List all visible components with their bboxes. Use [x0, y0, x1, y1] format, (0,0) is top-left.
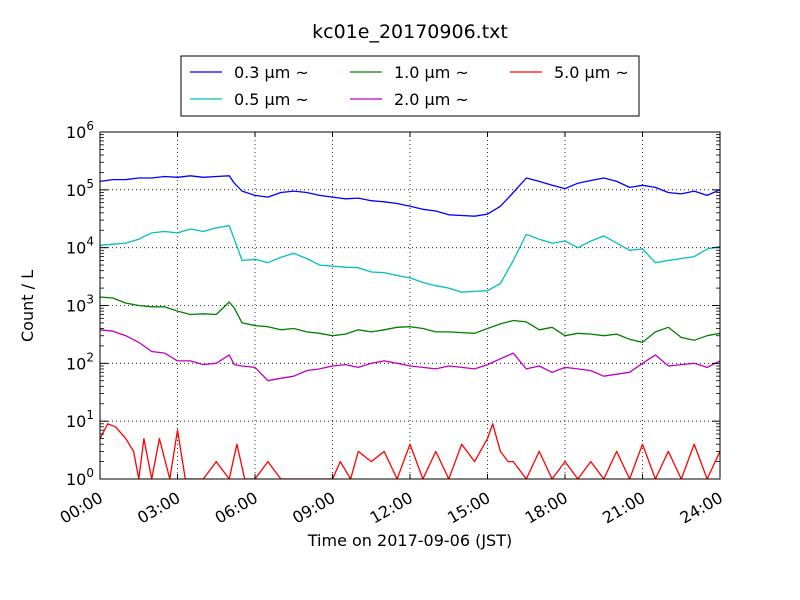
y-tick-label: 105 — [66, 177, 94, 200]
y-tick-base: 10 — [66, 297, 86, 316]
y-tick-exponent: 2 — [86, 350, 94, 364]
series-line-3 — [100, 329, 720, 382]
y-tick-label: 100 — [66, 466, 94, 489]
y-tick-label: 102 — [66, 350, 94, 373]
y-tick-exponent: 3 — [86, 293, 94, 307]
y-axis-label: Count / L — [18, 270, 37, 342]
legend-label: 1.0 μm ~ — [394, 63, 469, 82]
y-tick-base: 10 — [66, 239, 86, 258]
y-tick-base: 10 — [66, 412, 86, 431]
y-tick-exponent: 0 — [86, 466, 94, 480]
series-line-4 — [100, 423, 720, 479]
axis-ticks — [99, 131, 721, 480]
series-layer — [100, 175, 720, 479]
y-tick-exponent: 4 — [86, 235, 94, 249]
x-axis-label: Time on 2017-09-06 (JST) — [307, 531, 512, 550]
legend-label: 2.0 μm ~ — [394, 90, 469, 109]
series-line-1 — [100, 225, 720, 293]
y-tick-base: 10 — [66, 470, 86, 489]
legend-label: 0.5 μm ~ — [234, 90, 309, 109]
series-line-0 — [100, 175, 720, 217]
plot-area — [99, 131, 721, 480]
y-tick-label: 104 — [66, 235, 94, 258]
y-tick-exponent: 5 — [86, 177, 94, 191]
y-tick-exponent: 6 — [86, 119, 94, 133]
y-tick-base: 10 — [66, 123, 86, 142]
y-tick-label: 103 — [66, 293, 94, 316]
legend-label: 5.0 μm ~ — [554, 63, 629, 82]
y-tick-base: 10 — [66, 181, 86, 200]
grid-lines — [100, 132, 720, 479]
chart-title: kc01e_20170906.txt — [312, 21, 508, 43]
y-tick-exponent: 1 — [86, 408, 94, 422]
legend-label: 0.3 μm ~ — [234, 63, 309, 82]
y-tick-base: 10 — [66, 354, 86, 373]
y-tick-label: 106 — [66, 119, 94, 142]
legend: 0.3 μm ~ 0.5 μm ~ 1.0 μm ~ 2.0 μm ~ 5.0 μm ~ — [180, 55, 640, 117]
legend-box — [180, 55, 640, 117]
y-tick-label: 101 — [66, 408, 94, 431]
series-line-2 — [100, 296, 720, 344]
